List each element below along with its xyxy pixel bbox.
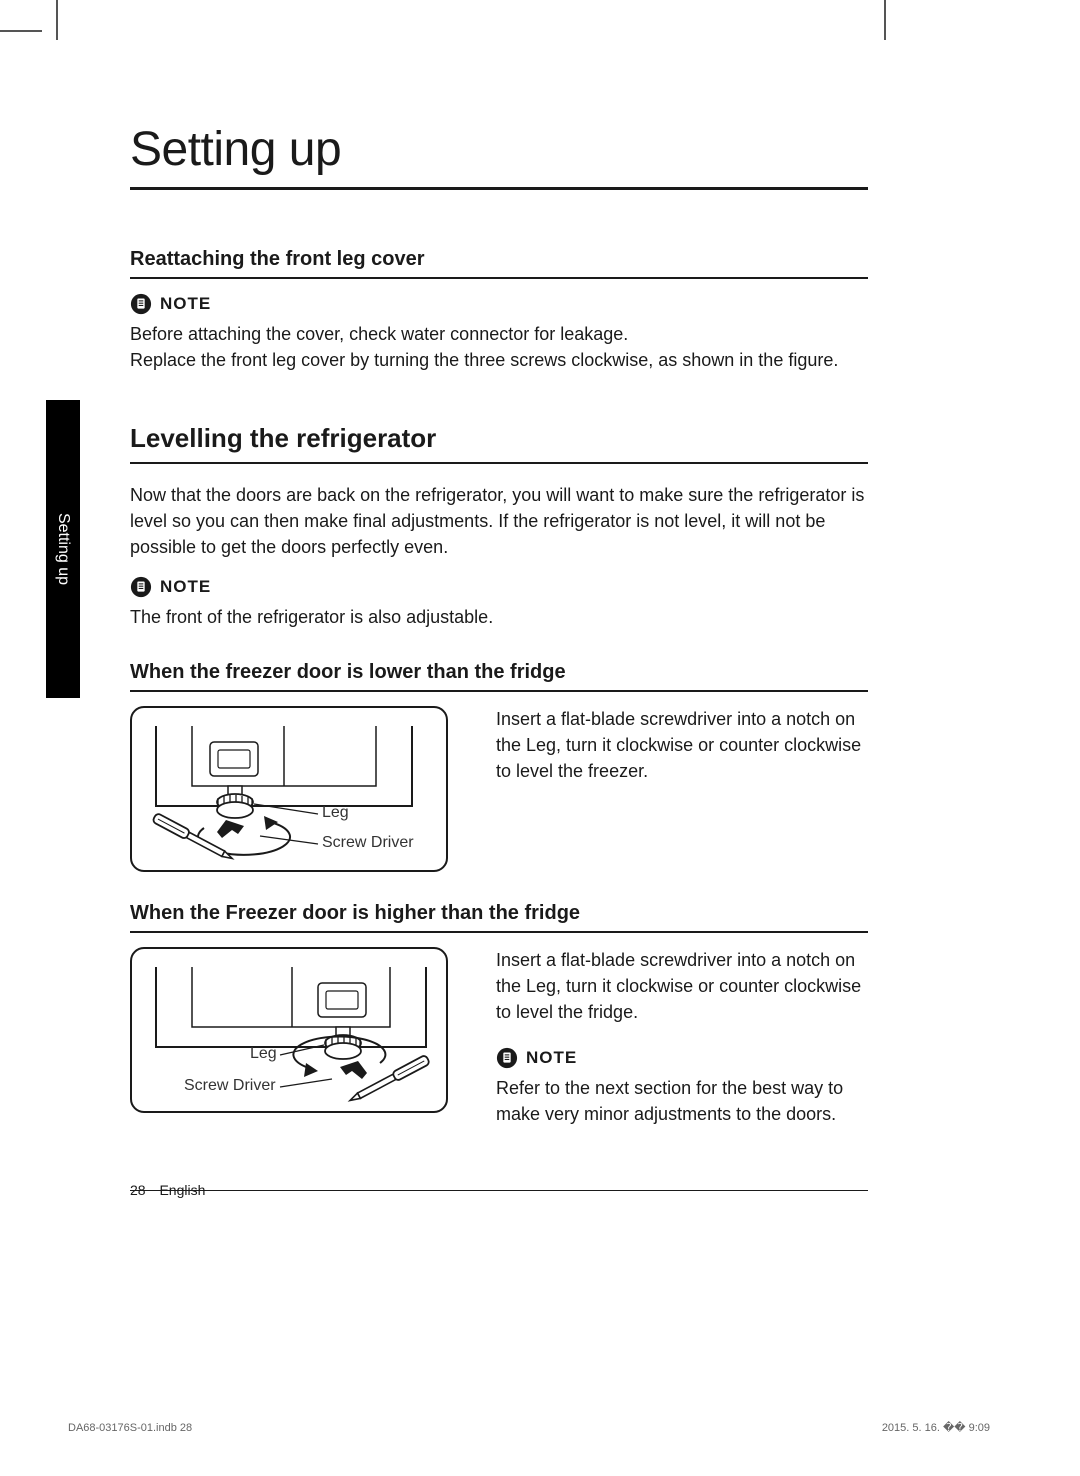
note-block: NOTE <box>130 293 868 315</box>
note-block: NOTE <box>496 1047 868 1069</box>
sub-body: Insert a flat-blade screwdriver into a n… <box>496 947 868 1025</box>
note-icon <box>496 1047 518 1069</box>
note-body-line: Before attaching the cover, check water … <box>130 321 868 347</box>
crop-mark <box>884 0 886 40</box>
callout-leg: Leg <box>250 1045 277 1063</box>
note-body-line: Replace the front leg cover by turning t… <box>130 347 868 373</box>
note-icon <box>130 576 152 598</box>
section-heading-levelling: Levelling the refrigerator <box>130 423 868 464</box>
callout-screwdriver: Screw Driver <box>322 834 414 852</box>
sub-body: Insert a flat-blade screwdriver into a n… <box>496 706 868 784</box>
side-tab: Setting up <box>46 400 80 698</box>
note-body-line: The front of the refrigerator is also ad… <box>130 604 868 630</box>
footer-rule <box>130 1190 868 1191</box>
imprint-right: 2015. 5. 16. �� 9:09 <box>882 1421 990 1434</box>
manual-page: Setting up Setting up Reattaching the fr… <box>0 0 1080 1476</box>
subheading-freezer-higher: When the Freezer door is higher than the… <box>130 902 868 933</box>
note-body-line: Refer to the next section for the best w… <box>496 1075 868 1127</box>
crop-mark <box>56 0 58 40</box>
section-intro: Now that the doors are back on the refri… <box>130 482 868 560</box>
note-label: NOTE <box>160 294 211 314</box>
figure-freezer-lower: Leg Screw Driver <box>130 706 448 872</box>
subheading-freezer-lower: When the freezer door is lower than the … <box>130 661 868 692</box>
crop-mark <box>0 30 42 32</box>
imprint-left: DA68-03176S-01.indb 28 <box>68 1422 192 1434</box>
note-icon <box>130 293 152 315</box>
side-tab-label: Setting up <box>54 513 72 585</box>
note-block: NOTE <box>130 576 868 598</box>
page-title: Setting up <box>130 122 868 190</box>
diagram-svg <box>132 949 450 1115</box>
note-label: NOTE <box>160 577 211 597</box>
section-heading-reattaching: Reattaching the front leg cover <box>130 248 868 279</box>
figure-freezer-higher: Leg Screw Driver <box>130 947 448 1113</box>
callout-leg: Leg <box>322 804 349 822</box>
callout-screwdriver: Screw Driver <box>184 1077 276 1095</box>
note-label: NOTE <box>526 1048 577 1068</box>
